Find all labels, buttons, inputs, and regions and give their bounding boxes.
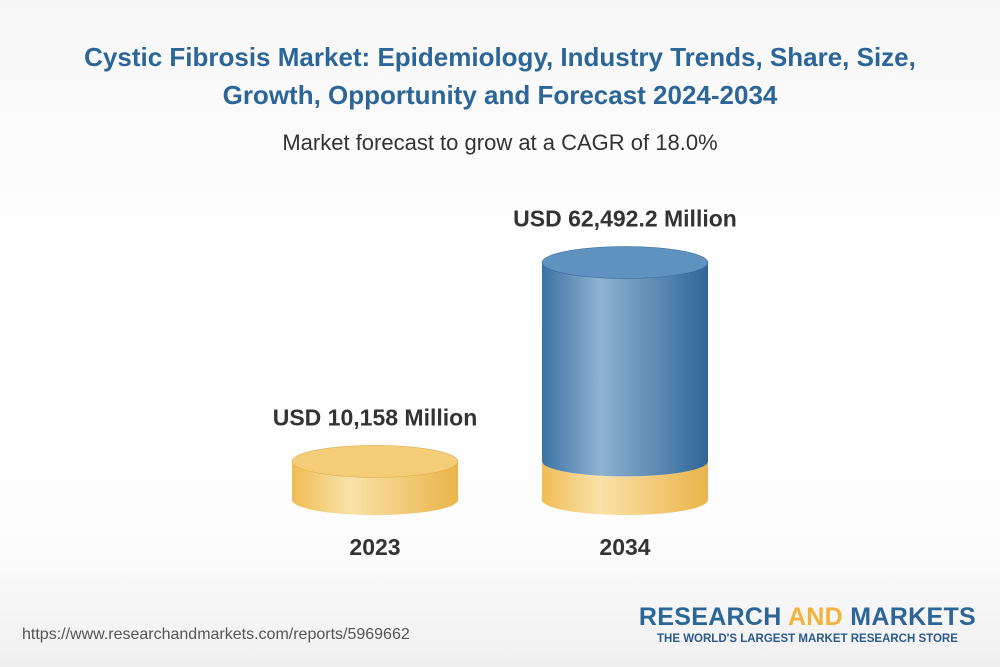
logo-part: MARKETS: [850, 603, 976, 631]
cylinder: [542, 262, 708, 477]
value-label: USD 62,492.2 Million: [513, 206, 737, 232]
logo-part: AND: [787, 603, 844, 631]
cylinder-top: [541, 246, 709, 279]
cylinder-top: [291, 445, 459, 478]
x-tick-label: 2034: [599, 534, 650, 560]
source-url: https://www.researchandmarkets.com/repor…: [22, 626, 410, 643]
logo-tagline: THE WORLD'S LARGEST MARKET RESEARCH STOR…: [657, 633, 958, 645]
logo-name: RESEARCH AND MARKETS: [639, 603, 976, 632]
cylinder-base-band: [542, 461, 708, 515]
x-tick-label: 2023: [349, 534, 400, 560]
chart-subtitle: Market forecast to grow at a CAGR of 18.…: [282, 130, 718, 155]
logo-part: RESEARCH: [638, 603, 782, 631]
value-label: USD 10,158 Million: [273, 404, 478, 430]
chart-title: Cystic Fibrosis Market: Epidemiology, In…: [84, 42, 916, 110]
logo: RESEARCH AND MARKETS THE WORLD'S LARGEST…: [639, 603, 976, 645]
